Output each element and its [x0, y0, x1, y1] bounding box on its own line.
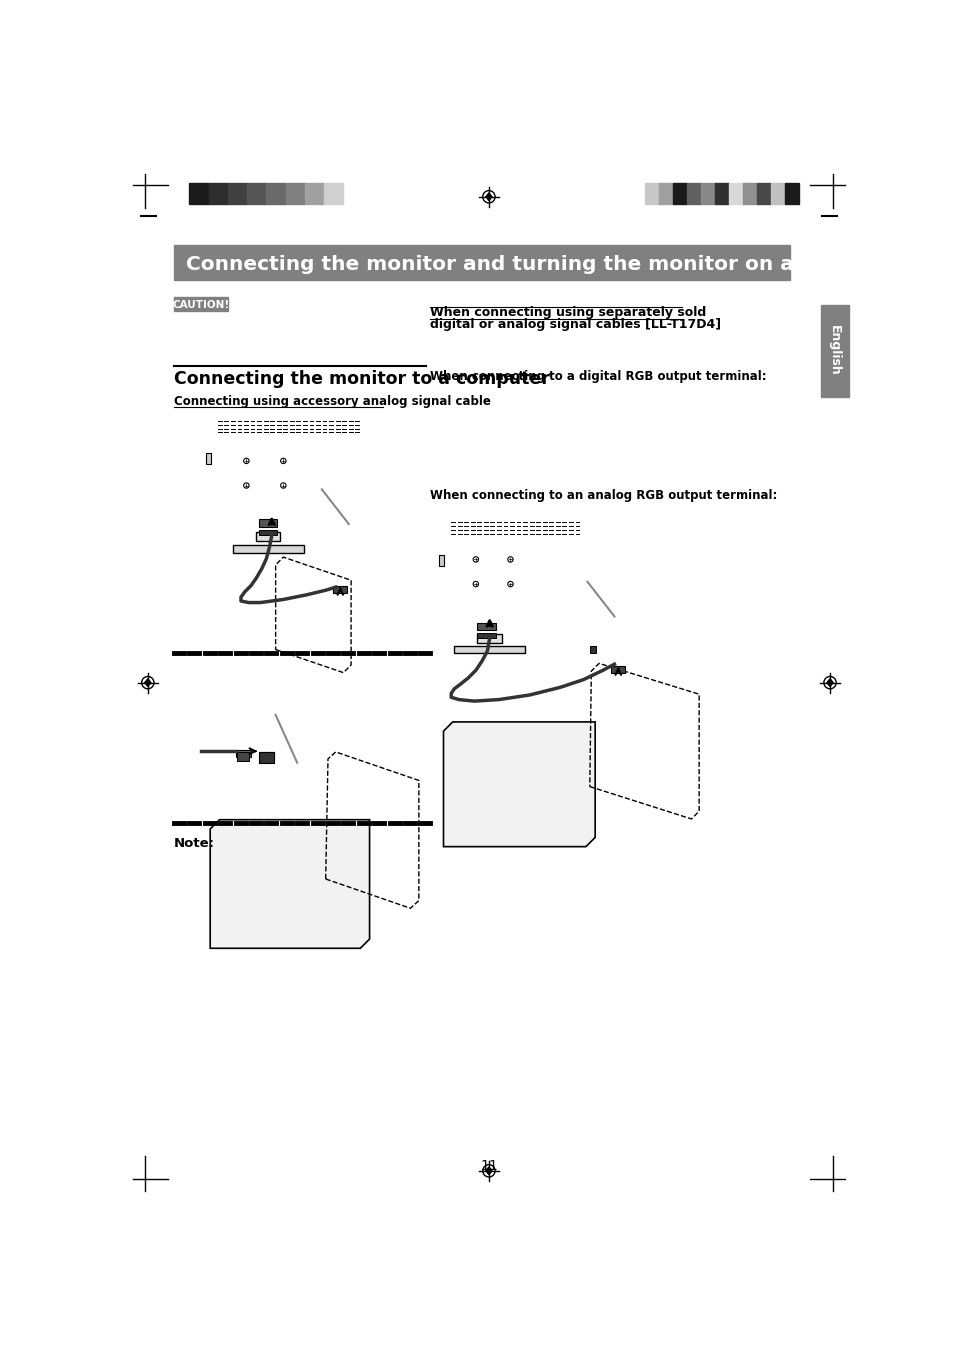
Text: English: English — [827, 326, 841, 376]
Bar — [209, 182, 228, 204]
Polygon shape — [826, 678, 832, 686]
Bar — [784, 182, 799, 204]
Bar — [757, 182, 770, 204]
Bar — [228, 182, 247, 204]
Bar — [235, 750, 251, 757]
Polygon shape — [485, 193, 492, 200]
Bar — [266, 182, 285, 204]
Bar — [454, 646, 524, 654]
Text: Connecting using accessory analog signal cable: Connecting using accessory analog signal… — [173, 396, 491, 408]
Bar — [770, 182, 784, 204]
Bar — [611, 666, 624, 673]
Bar — [476, 634, 496, 638]
Bar — [258, 530, 277, 535]
Text: When connecting to a digital RGB output terminal:: When connecting to a digital RGB output … — [429, 370, 765, 384]
Bar — [255, 532, 280, 540]
Bar — [728, 182, 742, 204]
Bar — [589, 646, 596, 653]
Text: Connecting the monitor and turning the monitor on and off: Connecting the monitor and turning the m… — [185, 254, 860, 274]
Bar — [247, 182, 266, 204]
Text: When connecting to an analog RGB output terminal:: When connecting to an analog RGB output … — [429, 489, 776, 503]
Bar — [673, 182, 686, 204]
Text: Connecting the monitor to a computer: Connecting the monitor to a computer — [173, 370, 549, 388]
Bar — [260, 753, 274, 758]
Bar — [715, 182, 728, 204]
Bar — [258, 519, 277, 527]
Text: digital or analog signal cables [LL-T17D4]: digital or analog signal cables [LL-T17D… — [429, 319, 720, 331]
Bar — [173, 246, 789, 280]
Bar — [659, 182, 673, 204]
Bar — [324, 182, 343, 204]
Bar — [438, 555, 444, 566]
Polygon shape — [443, 721, 595, 847]
Bar — [190, 182, 209, 204]
Bar — [476, 623, 496, 631]
Bar — [742, 182, 757, 204]
Bar — [476, 634, 501, 643]
Bar — [205, 453, 211, 463]
Bar — [173, 297, 228, 311]
Bar — [285, 182, 305, 204]
Text: CAUTION!: CAUTION! — [172, 300, 230, 309]
Bar — [644, 182, 659, 204]
Polygon shape — [145, 678, 151, 686]
Text: When connecting using separately sold: When connecting using separately sold — [429, 307, 705, 319]
Bar — [305, 182, 324, 204]
Bar — [686, 182, 700, 204]
Polygon shape — [485, 1167, 492, 1174]
Bar — [258, 753, 274, 763]
Text: 11: 11 — [479, 1159, 497, 1173]
Text: Note:: Note: — [173, 838, 214, 850]
Bar — [333, 585, 347, 593]
Polygon shape — [210, 820, 369, 948]
Bar — [233, 544, 304, 553]
Bar — [820, 304, 847, 397]
Bar — [237, 753, 249, 761]
Bar — [700, 182, 715, 204]
